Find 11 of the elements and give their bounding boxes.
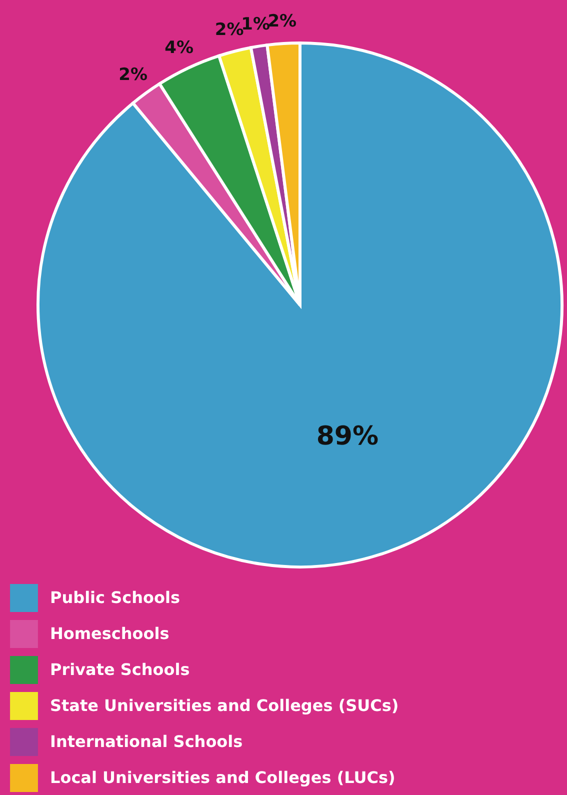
legend-label: State Universities and Colleges (SUCs) (50, 696, 399, 715)
legend-label: Local Universities and Colleges (LUCs) (50, 768, 396, 787)
data-label: 2% (214, 20, 244, 40)
pie-slice (36, 42, 564, 568)
legend-label: Homeschools (50, 624, 170, 643)
data-label: 4% (164, 38, 194, 58)
legend-label: International Schools (50, 732, 243, 751)
legend-label: Private Schools (50, 660, 190, 679)
data-label: 89% (316, 422, 379, 452)
data-label: 2% (118, 65, 148, 86)
legend-label: Public Schools (50, 588, 180, 607)
